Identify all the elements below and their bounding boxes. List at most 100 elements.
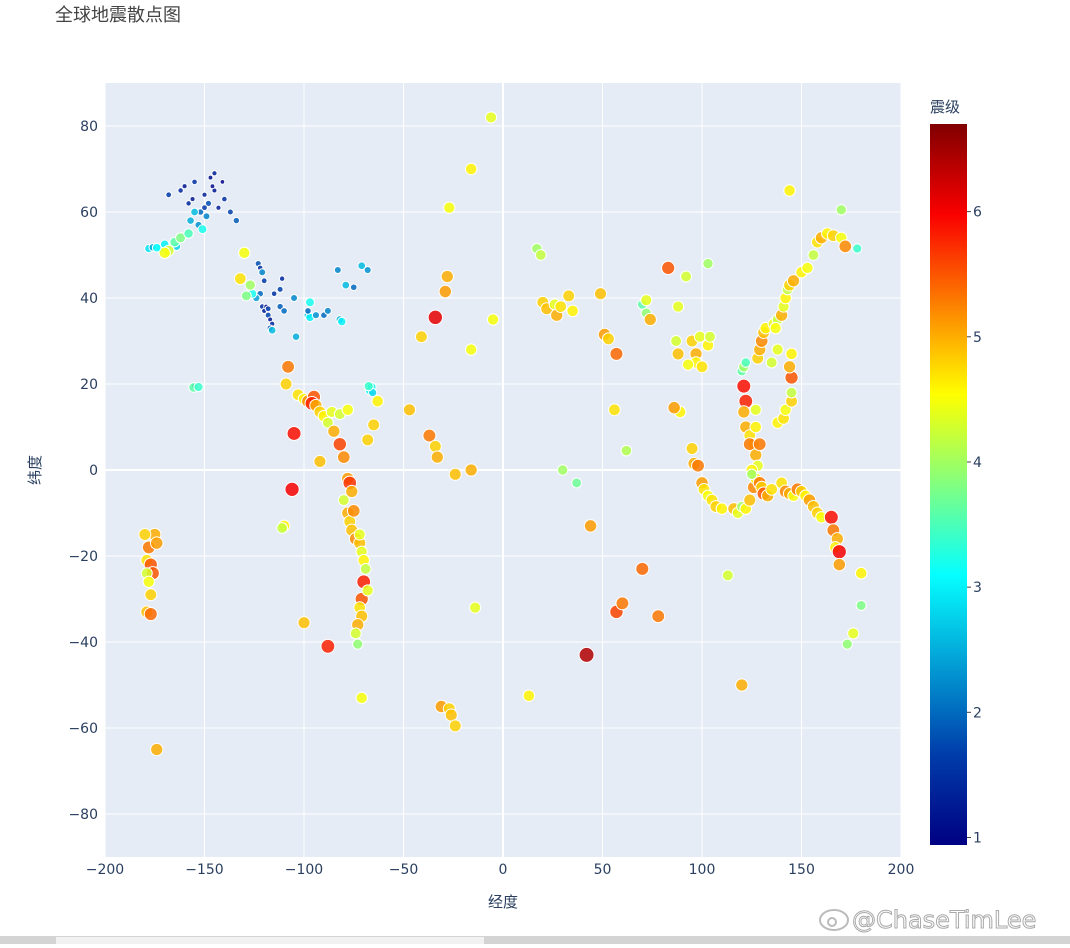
earthquake-point: [562, 289, 576, 303]
grid: [104, 83, 902, 857]
earthquake-point: [838, 239, 853, 254]
earthquake-point: [640, 294, 653, 307]
earthquake-point: [486, 313, 500, 326]
earthquake-point: [267, 325, 277, 335]
earthquake-point: [779, 403, 792, 416]
y-tick-label: 40: [80, 291, 98, 307]
x-tick-label: −150: [185, 862, 223, 878]
scrollbar-thumb: [56, 937, 484, 944]
chart-title: 全球地震散点图: [55, 5, 181, 26]
earthquake-point: [852, 243, 863, 254]
earthquake-point: [554, 300, 568, 313]
earthquake-point: [357, 261, 367, 271]
earthquake-point: [672, 300, 685, 313]
earthquake-point: [651, 609, 666, 624]
earthquake-point: [284, 481, 300, 497]
x-tick-label: −100: [285, 862, 323, 878]
earthquake-point: [430, 450, 444, 464]
earthquake-point: [186, 216, 195, 225]
earthquake-point: [363, 265, 372, 275]
earthquake-point: [583, 519, 598, 533]
earthquake-point: [464, 162, 478, 176]
earthquake-point: [464, 463, 478, 477]
x-tick-label: 50: [594, 862, 612, 878]
earthquake-point: [534, 249, 547, 261]
earthquake-point: [785, 347, 798, 361]
y-tick-label: 80: [80, 119, 98, 135]
earthquake-point: [440, 269, 454, 284]
earthquake-point: [189, 196, 196, 203]
earthquake-point: [226, 208, 234, 216]
earthquake-point: [291, 332, 301, 341]
earthquake-point: [286, 425, 302, 441]
earthquake-point: [443, 201, 456, 214]
earthquake-point: [276, 522, 288, 534]
earthquake-point: [149, 536, 164, 550]
colorbar-tick-label: 1: [973, 830, 982, 846]
earthquake-point: [807, 249, 820, 261]
colorbar: [930, 124, 967, 845]
earthquake-point: [746, 468, 758, 480]
earthquake-point: [615, 596, 630, 611]
earthquake-point: [333, 266, 342, 275]
earthquake-point: [609, 346, 624, 361]
earthquake-point: [304, 307, 312, 315]
earthquake-point: [270, 290, 278, 298]
earthquake-point: [345, 484, 359, 499]
y-tick-label: 20: [80, 377, 98, 393]
earthquake-point: [361, 584, 374, 597]
earthquake-point: [571, 477, 583, 489]
earthquake-point: [484, 111, 498, 124]
colorbar-tick-label: 5: [973, 330, 982, 346]
earthquake-point: [593, 287, 608, 301]
earthquake-point: [831, 544, 847, 560]
earthquake-point: [183, 228, 194, 239]
earthquake-point: [158, 246, 171, 260]
earthquake-point: [346, 504, 361, 518]
earthquake-point: [279, 377, 293, 391]
earthquake-point: [735, 678, 749, 692]
earthquake-point: [715, 502, 729, 515]
colorbar-title: 震级: [930, 98, 960, 116]
earthquake-point: [786, 274, 801, 288]
earthquake-point: [847, 627, 860, 640]
earthquake-point: [215, 204, 222, 211]
earthquake-point: [238, 246, 251, 260]
earthquake-point: [855, 599, 867, 611]
earthquake-point: [278, 275, 286, 282]
earthquake-point: [702, 257, 714, 270]
y-axis-title: 纬度: [26, 455, 44, 485]
earthquake-point: [352, 638, 364, 650]
earthquake-point: [832, 557, 847, 572]
earthquake-point: [201, 191, 208, 198]
earthquake-point: [427, 309, 444, 326]
earthquake-point: [353, 528, 366, 541]
earthquake-point: [643, 312, 657, 327]
earthquake-point: [281, 359, 296, 374]
earthquake-point: [193, 381, 204, 393]
earthquake-point: [823, 509, 839, 525]
earthquake-point: [320, 638, 336, 654]
earthquake-point: [221, 195, 228, 203]
earthquake-point: [801, 261, 814, 275]
earthquake-point: [602, 332, 615, 346]
x-tick-label: 0: [499, 862, 508, 878]
earthquake-point: [469, 601, 482, 614]
earthquake-point: [332, 436, 348, 452]
y-tick-label: 0: [89, 463, 98, 479]
earthquake-point: [635, 561, 650, 576]
earthquake-point: [841, 638, 853, 650]
earthquake-point: [233, 272, 247, 286]
earthquake-point: [620, 444, 633, 457]
earthquake-point: [721, 569, 734, 582]
earthquake-point: [264, 305, 272, 313]
earthquake-point: [557, 464, 569, 476]
earthquake-point: [305, 297, 315, 308]
earthquake-point: [448, 719, 462, 733]
earthquake-point: [327, 424, 341, 438]
earthquake-point: [211, 170, 218, 177]
earthquake-point: [414, 330, 428, 344]
earthquake-point: [349, 627, 362, 640]
earthquake-point: [608, 403, 621, 417]
x-tick-label: 100: [689, 862, 716, 878]
